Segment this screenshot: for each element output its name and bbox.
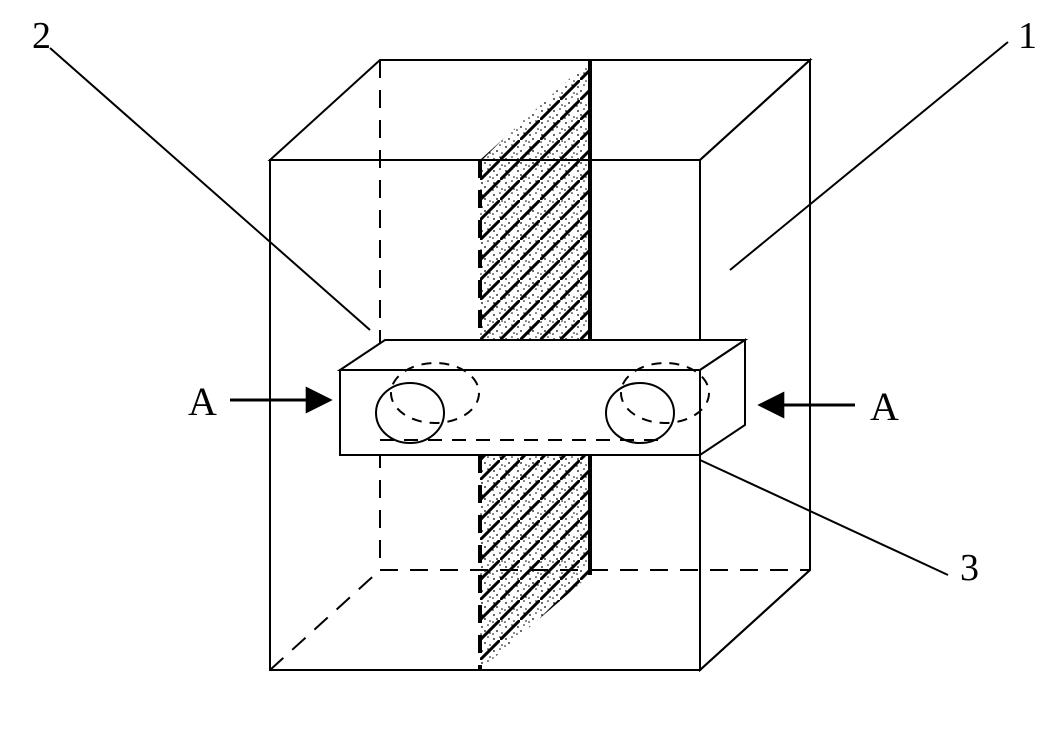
label-three: 3 [960, 547, 979, 589]
label-two: 2 [32, 15, 51, 57]
leader-one [730, 42, 1008, 270]
inner-block [340, 340, 745, 455]
label-A_right: A [870, 384, 899, 429]
label-one: 1 [1018, 15, 1037, 57]
leader-three [700, 460, 948, 575]
leader-two [50, 48, 370, 330]
diagram-canvas: 1 2 3 A A [0, 0, 1064, 729]
label-A_left: A [188, 379, 217, 424]
